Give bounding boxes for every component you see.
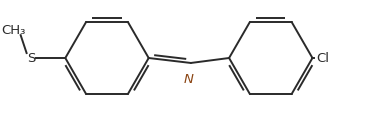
Text: S: S <box>27 51 36 64</box>
Text: N: N <box>184 73 194 86</box>
Text: Cl: Cl <box>316 51 329 64</box>
Text: CH₃: CH₃ <box>1 24 26 37</box>
